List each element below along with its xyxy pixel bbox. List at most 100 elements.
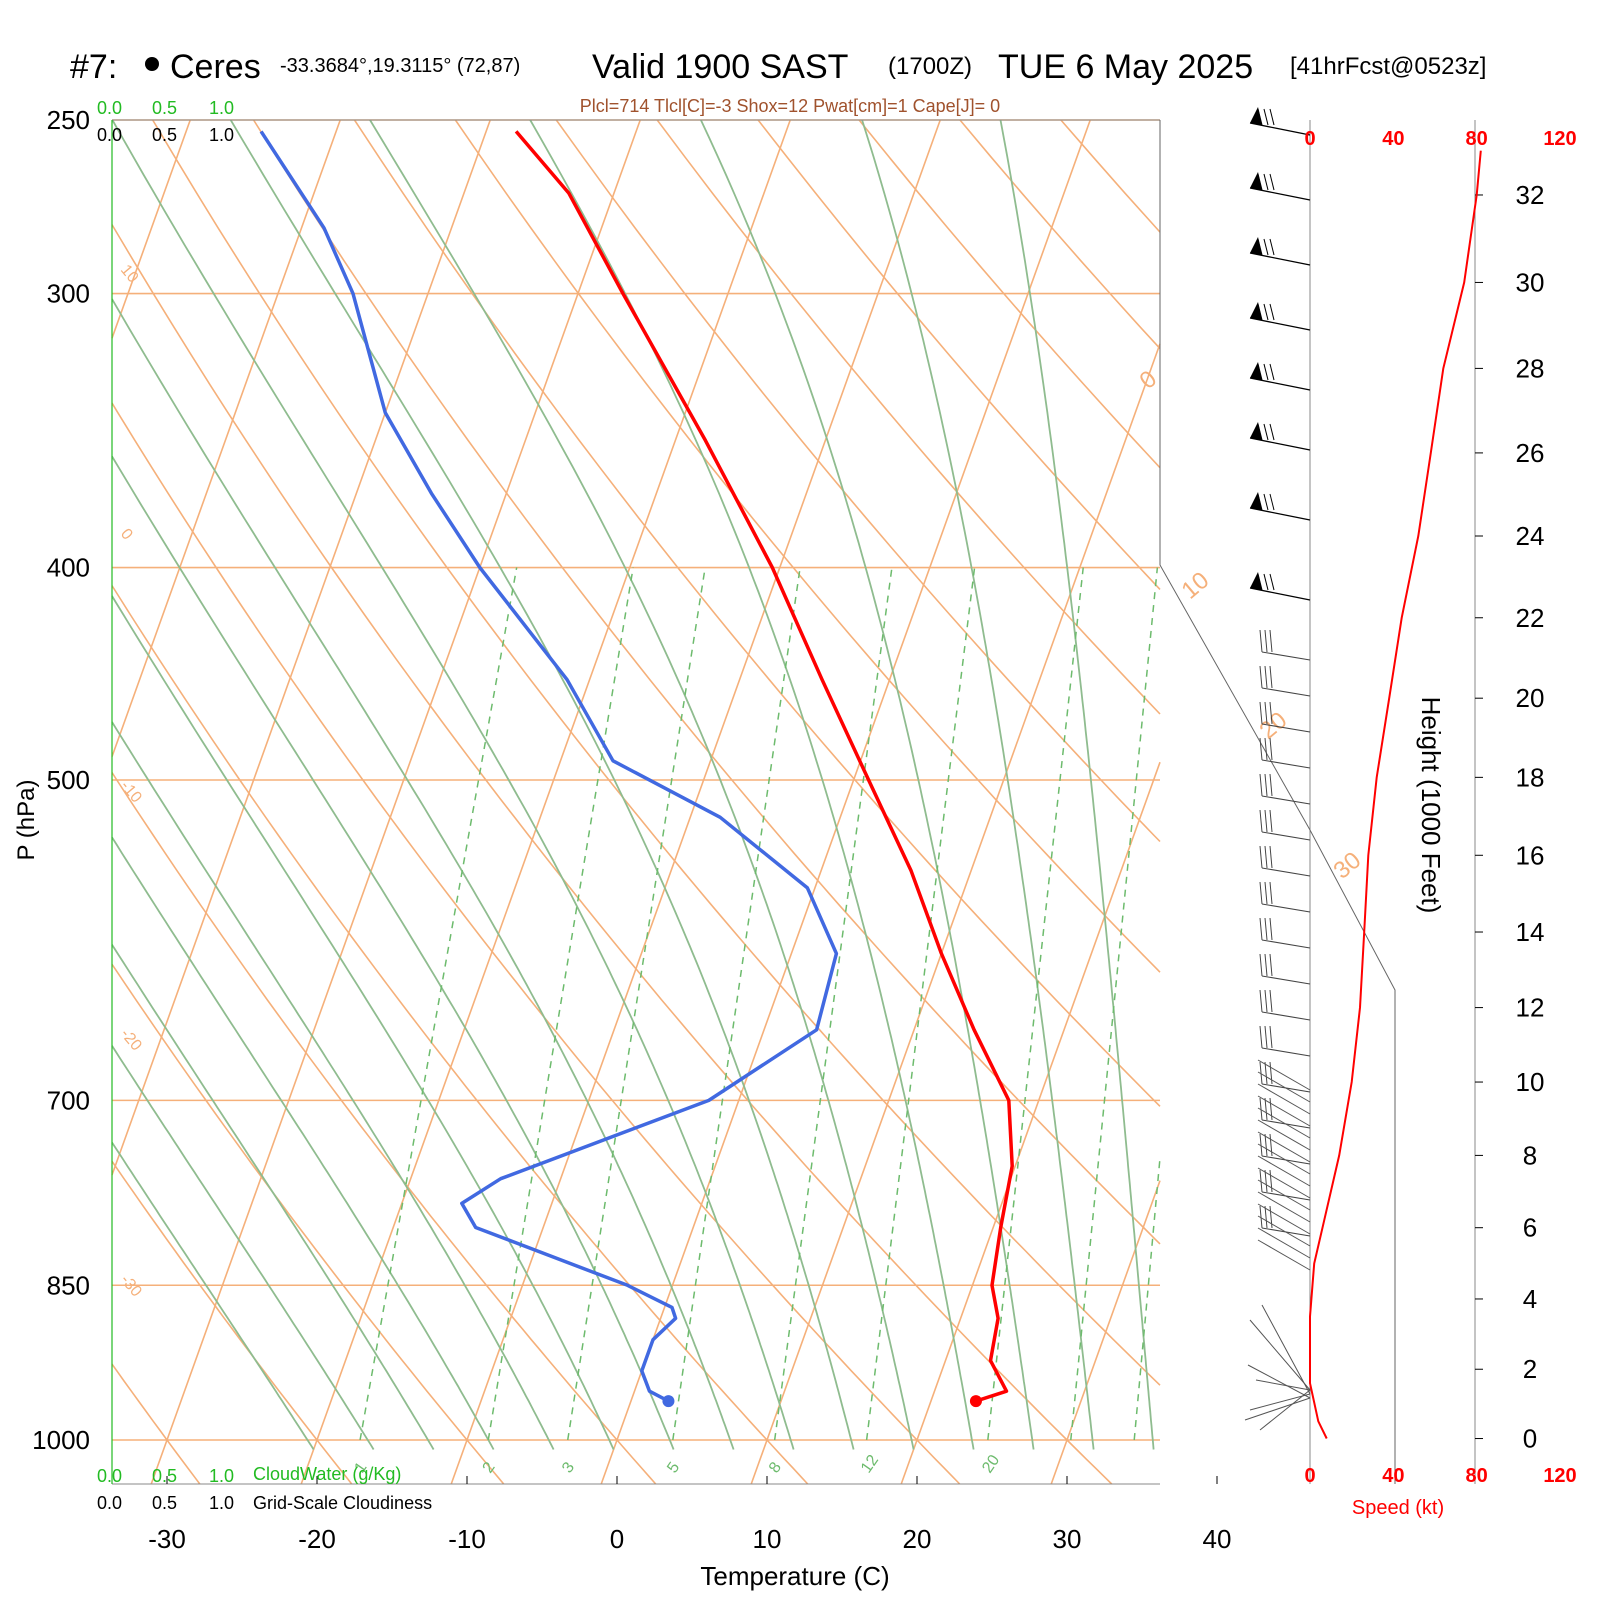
wind-barb-surface-6 (1259, 1389, 1311, 1431)
isotherm-10 (750, 343, 1161, 1485)
speed-tick-top-40: 40 (1382, 128, 1404, 150)
p-tick-850: 850 (47, 1270, 90, 1300)
wind-barb-mid (1259, 881, 1311, 913)
p-tick-500: 500 (47, 765, 90, 795)
isotherm-label-right-10: 10 (1177, 567, 1215, 605)
mixing-line-2 (487, 567, 634, 1441)
wind-barb-surface-4 (1249, 1393, 1311, 1411)
wind-barb-mid (1259, 629, 1311, 661)
cloud-top-black-2: 1.0 (209, 125, 234, 145)
moist-adiabat-32 (861, 119, 1095, 1450)
moist-adiabat-4 (111, 455, 675, 1450)
chart-frame (111, 119, 1160, 1485)
temperature-axis: -30 -20 -10 0 10 20 30 40 (148, 1476, 1231, 1554)
p-tick-1000: 1000 (32, 1425, 90, 1455)
dry-adiabat-10 (111, 585, 809, 1485)
isotherm--60 (111, 119, 191, 339)
cloud-scale-top: 0.0 0.5 1.0 0.0 0.5 1.0 (97, 98, 234, 145)
pressure-axis: 250 300 400 500 700 850 1000 (32, 105, 90, 1455)
cloudwater-label: CloudWater (g/Kg) (253, 1464, 401, 1484)
height-tick-18: 18 (1516, 762, 1545, 792)
wind-barb-dense (1257, 1239, 1311, 1271)
wind-barb-dense (1257, 1215, 1311, 1247)
wind-barb-dense (1257, 1095, 1311, 1127)
station-dot-icon (145, 57, 159, 71)
isotherm-label-right-0: 0 (1135, 365, 1163, 394)
isotherm-0 (600, 119, 1091, 1485)
p-tick-300: 300 (47, 279, 90, 309)
height-tick-28: 28 (1516, 353, 1545, 383)
isotherm-label-0: 0 (117, 526, 136, 544)
dry-adiabat-120 (959, 119, 1161, 350)
wind-barb-upper-0 (1249, 107, 1311, 136)
speed-tick-top-80: 80 (1466, 128, 1488, 150)
dry-adiabat-0 (111, 772, 657, 1485)
wind-barb-surface-3 (1255, 1379, 1311, 1391)
cloud-bot-black-1: 0.5 (152, 1493, 177, 1513)
moist-adiabat--4 (111, 721, 555, 1450)
panel-connector-lower (1309, 829, 1396, 1484)
speed-tick-top-120: 120 (1543, 128, 1576, 150)
wind-barb-upper-5 (1249, 422, 1311, 451)
isotherm-label--30: -30 (117, 1272, 145, 1301)
dry-adiabat-110 (858, 119, 1161, 469)
wind-barb-upper-4 (1249, 362, 1311, 391)
t-tick--20: -20 (298, 1524, 336, 1554)
wind-barb-dense (1257, 1131, 1311, 1163)
dry-adiabat-20 (111, 402, 961, 1485)
mixing-ratio-lines: 1 2 3 5 8 12 20 (351, 567, 1161, 1476)
height-tick-6: 6 (1523, 1213, 1537, 1243)
wind-barb-dense (1257, 1119, 1311, 1151)
height-tick-0: 0 (1523, 1424, 1537, 1454)
mixing-line-8 (773, 567, 893, 1441)
cloudiness-label: Grid-Scale Cloudiness (253, 1493, 432, 1513)
mixing-label-20: 20 (979, 1452, 1003, 1476)
temperature-trace (514, 130, 1014, 1403)
mixing-line-5 (672, 567, 801, 1441)
height-tick-32: 32 (1516, 180, 1545, 210)
isotherm--10 (450, 119, 941, 1485)
mixing-line-28 (1070, 567, 1159, 1441)
height-tick-22: 22 (1516, 603, 1545, 633)
t-tick-10: 10 (753, 1524, 782, 1554)
speed-tick-bottom-80: 80 (1466, 1465, 1488, 1487)
isotherm-20 (900, 761, 1161, 1485)
wind-barb-upper-7 (1249, 572, 1311, 601)
t-tick--30: -30 (148, 1524, 186, 1554)
mixing-label-3: 3 (559, 1459, 578, 1476)
isotherm--50 (111, 119, 341, 757)
speed-tick-top-0: 0 (1304, 128, 1315, 150)
mixing-label-5: 5 (664, 1459, 683, 1476)
wind-barb-mid (1259, 773, 1311, 805)
wind-barb-dense (1257, 1203, 1311, 1235)
valid-date: TUE 6 May 2025 (998, 48, 1253, 86)
height-tick-24: 24 (1516, 521, 1545, 551)
dry-adiabat-80 (555, 119, 1161, 843)
moist-adiabat-8 (111, 298, 735, 1450)
dry-adiabat-30 (111, 224, 1113, 1485)
wind-barb-surface-0 (1249, 1319, 1311, 1391)
p-tick-700: 700 (47, 1085, 90, 1115)
wind-barb-mid (1259, 665, 1311, 697)
mixing-line-12 (865, 567, 976, 1441)
title-row: #7: Ceres -33.3684°,19.3115° (72,87) Val… (70, 48, 1486, 86)
moist-adiabat--20 (111, 1142, 315, 1450)
cloud-top-green-1: 0.5 (152, 98, 177, 118)
dry-adiabat-130 (1060, 119, 1161, 233)
wind-barb-dense (1257, 1107, 1311, 1139)
speed-tick-bottom-0: 0 (1304, 1465, 1315, 1487)
wind-barb-dense (1257, 1155, 1311, 1187)
isotherm--20 (300, 119, 791, 1485)
wind-barb-surface-1 (1261, 1304, 1311, 1395)
height-tick-8: 8 (1523, 1140, 1537, 1170)
wind-barb-upper-6 (1249, 492, 1311, 521)
height-tick-4: 4 (1523, 1284, 1537, 1314)
isotherm--40 (111, 119, 491, 1176)
mixing-label-8: 8 (766, 1459, 785, 1476)
isotherm-label--10: -10 (117, 778, 145, 807)
wind-barb-mid (1259, 917, 1311, 949)
moist-adiabat-24 (529, 119, 975, 1450)
height-tick-20: 20 (1516, 683, 1545, 713)
